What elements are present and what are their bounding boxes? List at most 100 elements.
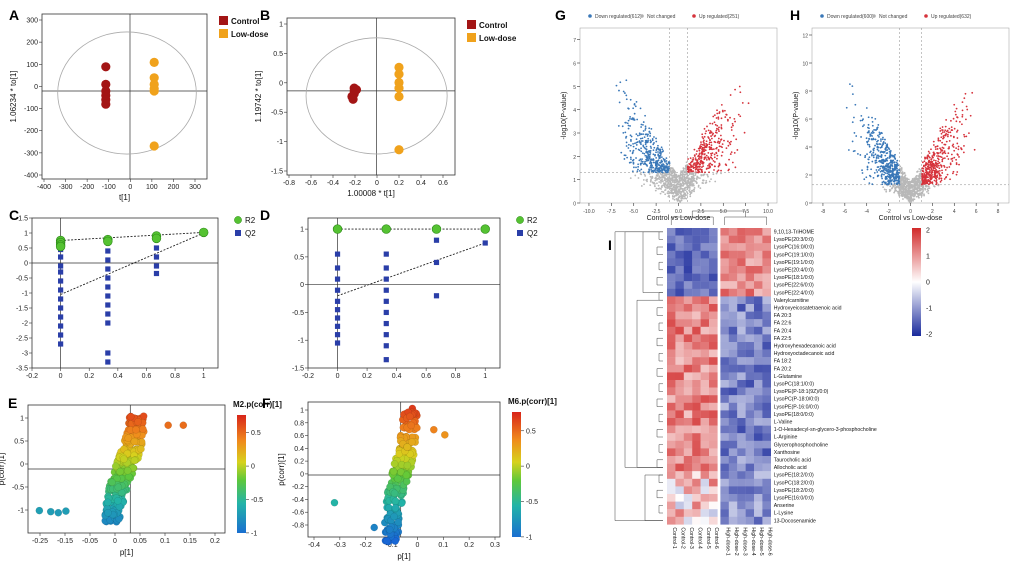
volcano-point (653, 142, 655, 144)
volcano-point (693, 155, 696, 157)
q2-point (433, 259, 440, 266)
volcano-point (685, 177, 688, 179)
heatmap-cell (692, 304, 701, 312)
heatmap-cell (675, 319, 684, 327)
volcano-point (860, 114, 863, 117)
dendrogram-branch (724, 216, 767, 225)
volcano-point (922, 176, 925, 179)
volcano-point (945, 140, 948, 143)
heatmap-row-label: Valerylcarnitine (774, 298, 809, 304)
volcano-point (705, 179, 708, 182)
volcano-point (704, 149, 707, 152)
volcano-point (640, 143, 642, 146)
q2-point (58, 278, 64, 284)
volcano-point (648, 157, 651, 160)
volcano-point (637, 177, 640, 179)
volcano-point (932, 144, 935, 146)
plot-frame (41, 13, 208, 180)
volcano-point (689, 157, 692, 160)
volcano-point (645, 156, 648, 159)
volcano-point (909, 191, 912, 194)
volcano-point (731, 122, 734, 125)
volcano-point (940, 150, 943, 152)
colorbar-tick-label: 1 (926, 254, 930, 261)
dendrogram-branch (656, 337, 663, 347)
volcano-point (679, 182, 682, 185)
volcano-point (886, 162, 888, 165)
volcano-point (936, 164, 938, 167)
heatmap-row-label: LysoPE(18:2/0:0) (774, 473, 814, 479)
volcano-point (680, 184, 682, 186)
volcano-point (947, 147, 950, 150)
heatmap-cell (700, 342, 710, 350)
heatmap-cell (675, 266, 684, 274)
volcano-point (888, 174, 891, 177)
volcano-point (701, 170, 703, 173)
volcano-point (627, 119, 630, 122)
volcano-point (898, 190, 900, 193)
volcano-point (684, 176, 687, 179)
heatmap-cell (728, 326, 738, 335)
volcano-point (893, 190, 896, 193)
y-tick-label: 4 (573, 108, 576, 114)
heatmap-cell (720, 448, 729, 457)
dendrogram-branch (658, 505, 663, 514)
heatmap-cell (728, 501, 738, 510)
heatmap-row-label: Hydroxyoctadecanoic acid (774, 351, 835, 357)
volcano-point (697, 155, 699, 158)
heatmap-cell (692, 357, 701, 365)
q2-regression-line (337, 242, 486, 297)
volcano-point (884, 176, 887, 179)
x-tick-label: 0 (415, 542, 419, 549)
heatmap-cell (720, 304, 729, 312)
heatmap-cell (745, 418, 755, 426)
volcano-point (692, 167, 695, 170)
heatmap-cell (667, 395, 676, 403)
s-plot-point (54, 508, 63, 517)
volcano-point (668, 164, 671, 167)
volcano-point (620, 151, 623, 154)
volcano-point (714, 131, 717, 134)
heatmap-cell (728, 266, 738, 274)
volcano-point (971, 91, 974, 94)
volcano-point (629, 144, 632, 147)
volcano-point (898, 194, 901, 197)
y-tick-label: 1 (279, 22, 283, 29)
x-tick-label: -0.2 (349, 180, 361, 187)
volcano-point (708, 146, 711, 148)
heatmap-cell (675, 463, 684, 472)
volcano-point (626, 122, 629, 125)
volcano-point (671, 176, 674, 179)
volcano-point (717, 140, 720, 143)
volcano-point (712, 159, 715, 162)
heatmap-cell (762, 364, 771, 373)
volcano-point (669, 170, 672, 173)
volcano-point (941, 152, 944, 155)
volcano-point (947, 152, 950, 155)
volcano-point (953, 149, 956, 152)
heatmap-cell (754, 304, 763, 312)
x-tick-label: 0.2 (210, 538, 220, 545)
heatmap-cell (709, 425, 718, 434)
q2-point (383, 251, 389, 257)
heatmap-cell (728, 349, 738, 358)
heatmap-row-label: L-Glutamine (774, 374, 802, 380)
dendrogram-branch (658, 444, 663, 453)
heatmap-cell (700, 456, 710, 464)
heatmap-cell (683, 319, 693, 327)
heatmap-cell (745, 509, 755, 517)
heatmap-cell (737, 418, 746, 426)
s-plot-point (330, 498, 339, 507)
volcano-point (710, 144, 713, 147)
volcano-point (943, 157, 946, 160)
volcano-point (713, 169, 715, 171)
colorbar-tick-label: -0.5 (251, 497, 263, 504)
dendrogram-branch (656, 246, 663, 255)
heatmap-cell (692, 395, 701, 403)
q2-point (58, 263, 64, 269)
panel-label: B (260, 7, 270, 23)
s-plot-point (104, 509, 112, 517)
dendrogram-branch (656, 429, 663, 438)
volcano-point (859, 154, 862, 156)
heatmap-cell (728, 304, 738, 312)
